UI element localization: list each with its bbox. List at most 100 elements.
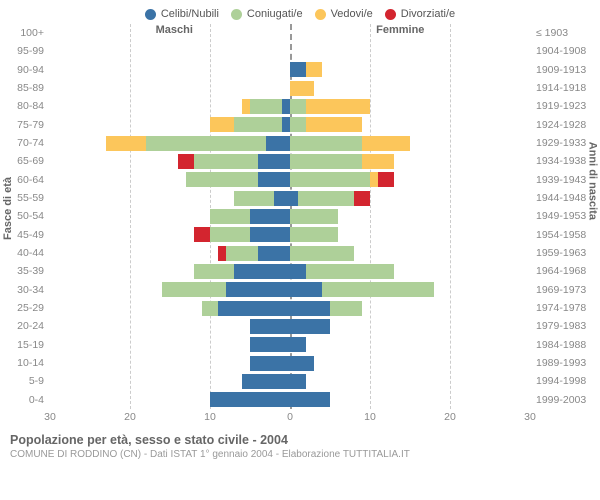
- age-label: 70-74: [0, 134, 44, 152]
- birth-label: ≤ 1903: [536, 24, 600, 42]
- seg-s: [162, 282, 226, 297]
- seg-c: [290, 264, 306, 279]
- legend-item: Coniugati/e: [231, 8, 303, 20]
- bar-female: [290, 154, 530, 169]
- right-axis-title: Anni di nascita: [586, 142, 598, 220]
- chart-root: Fasce di età Anni di nascita Celibi/Nubi…: [0, 0, 600, 500]
- x-tick: 10: [204, 411, 216, 423]
- bar-female: [290, 227, 530, 242]
- seg-c: [290, 392, 330, 407]
- chart-subtitle: COMUNE DI RODDINO (CN) - Dati ISTAT 1° g…: [10, 449, 590, 460]
- pyramid-row: [50, 189, 530, 207]
- seg-s: [290, 99, 306, 114]
- seg-c: [242, 374, 290, 389]
- pyramid-row: [50, 299, 530, 317]
- bar-male: [50, 81, 290, 96]
- birth-label: 1979-1983: [536, 317, 600, 335]
- age-label: 25-29: [0, 299, 44, 317]
- seg-c: [258, 172, 290, 187]
- birth-label: 1999-2003: [536, 391, 600, 409]
- seg-c: [210, 392, 290, 407]
- birth-label: 1904-1908: [536, 42, 600, 60]
- seg-c: [250, 356, 290, 371]
- age-label: 40-44: [0, 244, 44, 262]
- x-axis: 3020100102030: [0, 409, 600, 427]
- pyramid-row: [50, 354, 530, 372]
- pyramid-row: [50, 372, 530, 390]
- seg-v: [306, 99, 370, 114]
- seg-c: [226, 282, 290, 297]
- bar-male: [50, 26, 290, 41]
- pyramid-row: [50, 116, 530, 134]
- pyramid-row: [50, 152, 530, 170]
- legend-label: Divorziati/e: [401, 8, 455, 20]
- age-label: 80-84: [0, 97, 44, 115]
- seg-s: [210, 209, 250, 224]
- seg-c: [250, 209, 290, 224]
- legend-label: Celibi/Nubili: [161, 8, 219, 20]
- seg-s: [210, 227, 250, 242]
- bar-male: [50, 246, 290, 261]
- seg-s: [330, 301, 362, 316]
- birth-label: 1984-1988: [536, 336, 600, 354]
- bar-male: [50, 191, 290, 206]
- bar-male: [50, 319, 290, 334]
- legend-swatch: [315, 9, 326, 20]
- seg-s: [290, 209, 338, 224]
- seg-v: [370, 172, 378, 187]
- seg-s: [306, 264, 394, 279]
- bar-male: [50, 154, 290, 169]
- pyramid-row: [50, 207, 530, 225]
- age-label: 95-99: [0, 42, 44, 60]
- birth-label: 1994-1998: [536, 372, 600, 390]
- age-label: 30-34: [0, 281, 44, 299]
- bar-female: [290, 191, 530, 206]
- bar-male: [50, 62, 290, 77]
- x-tick: 20: [124, 411, 136, 423]
- bar-female: [290, 136, 530, 151]
- seg-c: [282, 99, 290, 114]
- x-tick: 30: [44, 411, 56, 423]
- seg-s: [194, 264, 234, 279]
- age-label: 75-79: [0, 116, 44, 134]
- bar-female: [290, 172, 530, 187]
- x-tick: 20: [444, 411, 456, 423]
- seg-c: [290, 301, 330, 316]
- bar-female: [290, 301, 530, 316]
- pyramid-row: [50, 97, 530, 115]
- seg-s: [290, 172, 370, 187]
- birth-label: 1954-1958: [536, 226, 600, 244]
- bar-female: [290, 264, 530, 279]
- seg-d: [218, 246, 226, 261]
- pyramid-row: [50, 171, 530, 189]
- x-tick: 10: [364, 411, 376, 423]
- seg-c: [290, 191, 298, 206]
- pyramid-row: [50, 391, 530, 409]
- legend: Celibi/Nubili Coniugati/e Vedovi/e Divorzia…: [0, 0, 600, 24]
- x-tick: 0: [287, 411, 293, 423]
- pyramid-row: [50, 42, 530, 60]
- pyramid-row: [50, 262, 530, 280]
- age-label: 0-4: [0, 391, 44, 409]
- seg-s: [234, 191, 274, 206]
- birth-label: 1969-1973: [536, 281, 600, 299]
- bar-female: [290, 337, 530, 352]
- bar-female: [290, 99, 530, 114]
- birth-label: 1989-1993: [536, 354, 600, 372]
- seg-v: [362, 136, 410, 151]
- age-label: 90-94: [0, 61, 44, 79]
- seg-c: [234, 264, 290, 279]
- birth-label: 1919-1923: [536, 97, 600, 115]
- seg-c: [250, 227, 290, 242]
- bar-female: [290, 117, 530, 132]
- seg-d: [378, 172, 394, 187]
- pyramid-row: [50, 226, 530, 244]
- seg-c: [290, 356, 314, 371]
- bar-female: [290, 374, 530, 389]
- birth-label: 1974-1978: [536, 299, 600, 317]
- legend-label: Vedovi/e: [331, 8, 373, 20]
- bar-male: [50, 227, 290, 242]
- bar-male: [50, 337, 290, 352]
- bar-male: [50, 374, 290, 389]
- seg-c: [274, 191, 290, 206]
